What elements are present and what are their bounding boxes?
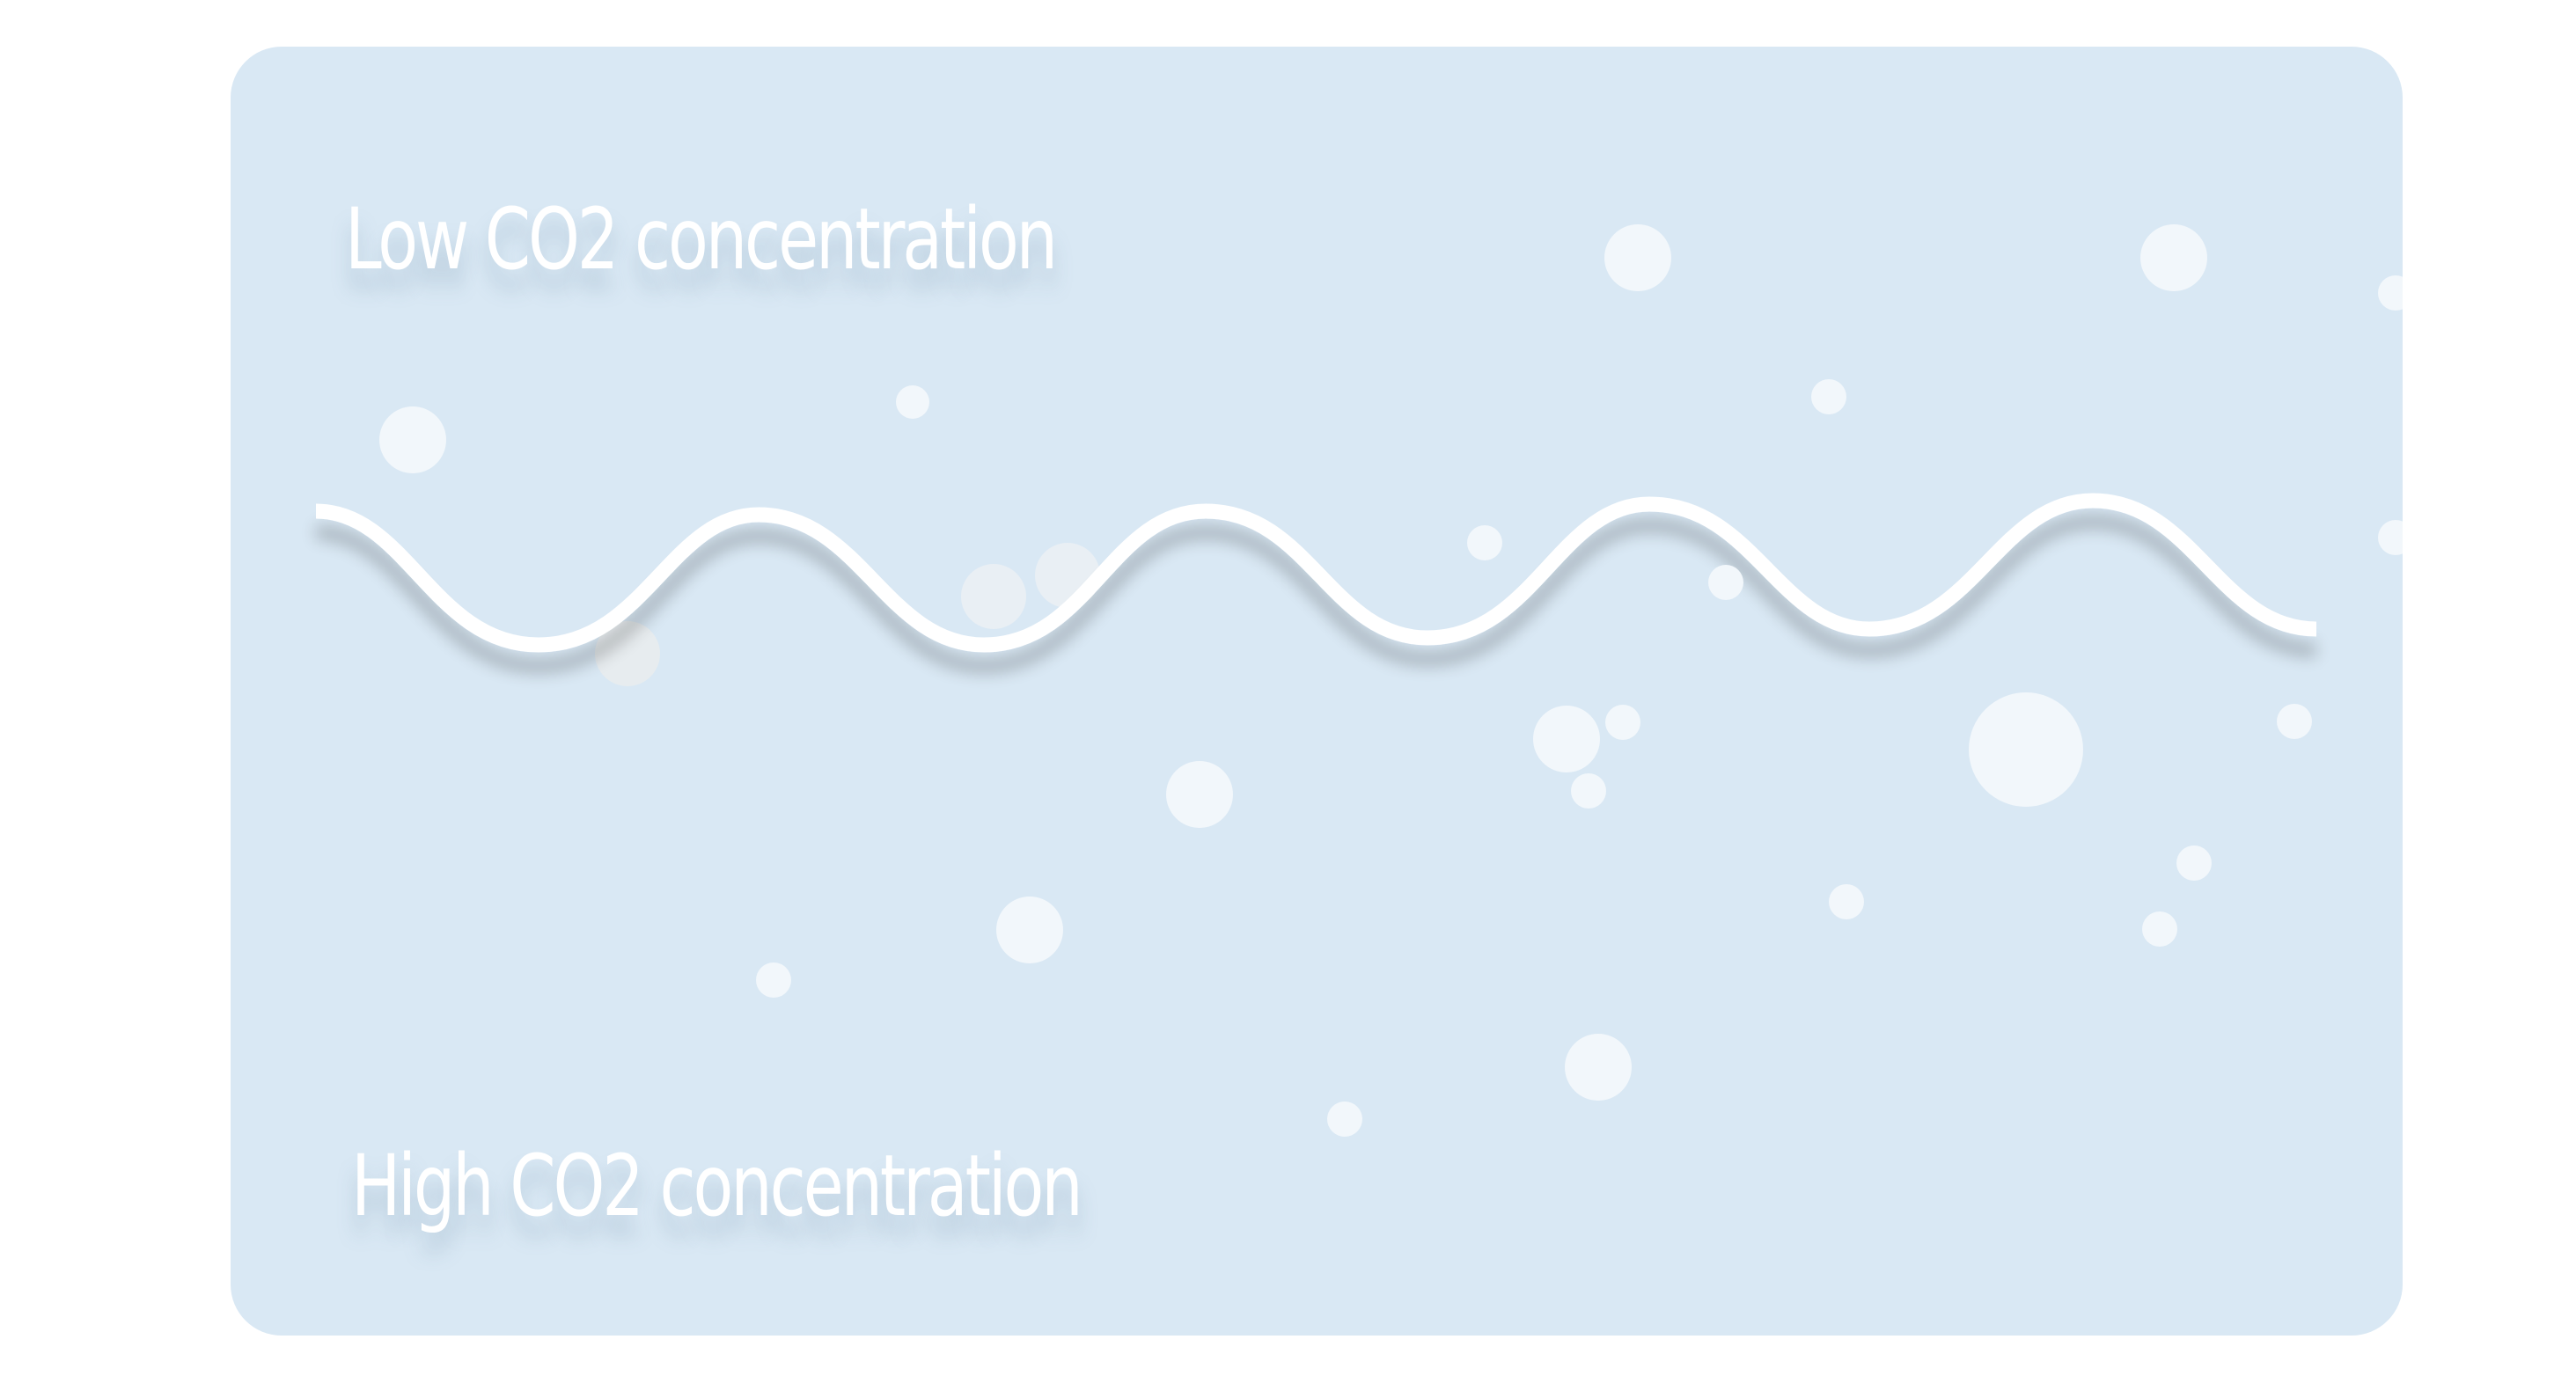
co2-bubble — [1605, 705, 1640, 740]
co2-bubble — [961, 564, 1026, 629]
co2-bubble — [1467, 525, 1502, 560]
co2-bubble — [896, 385, 929, 419]
co2-bubble — [1327, 1102, 1362, 1137]
co2-bubble — [1969, 692, 2083, 807]
co2-bubble — [1829, 884, 1864, 919]
co2-bubble — [2378, 275, 2403, 311]
high-co2-label: High CO2 concentration — [351, 1137, 1083, 1235]
co2-bubble — [2142, 911, 2177, 947]
co2-bubble — [756, 962, 791, 998]
bubbles — [379, 224, 2403, 1137]
co2-bubble — [1571, 773, 1606, 809]
co2-bubble — [1604, 224, 1671, 291]
diagram-graphics — [315, 224, 2403, 1137]
co2-bubble — [2378, 520, 2403, 555]
co2-bubble — [1533, 706, 1600, 772]
co2-bubble — [379, 406, 446, 473]
co2-bubble — [1565, 1034, 1632, 1101]
co2-gradient-panel: Low CO2 concentration High CO2 concentra… — [231, 47, 2403, 1336]
co2-bubble — [1035, 543, 1100, 608]
co2-bubble — [595, 621, 660, 686]
low-co2-label: Low CO2 concentration — [345, 190, 1058, 289]
co2-bubble — [1166, 761, 1233, 828]
co2-bubble — [1811, 379, 1846, 414]
co2-bubble — [2140, 224, 2207, 291]
co2-bubble — [996, 897, 1063, 963]
co2-bubble — [2176, 845, 2212, 881]
co2-bubble — [1708, 565, 1743, 600]
bubbles-back — [595, 543, 1100, 686]
interface-wave-line — [315, 493, 2317, 653]
co2-bubble — [2277, 704, 2312, 739]
